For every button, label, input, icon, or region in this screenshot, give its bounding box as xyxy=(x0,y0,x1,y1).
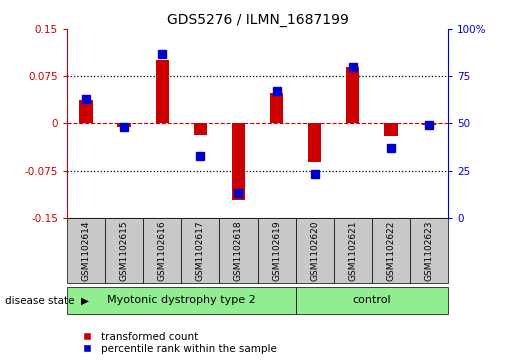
Bar xyxy=(194,123,207,135)
Text: GSM1102622: GSM1102622 xyxy=(386,220,396,281)
Text: Myotonic dystrophy type 2: Myotonic dystrophy type 2 xyxy=(107,295,255,305)
Bar xyxy=(219,218,258,283)
Bar xyxy=(232,123,245,200)
Bar xyxy=(156,61,169,123)
Bar xyxy=(143,218,181,283)
Bar xyxy=(372,218,410,283)
Text: GSM1102614: GSM1102614 xyxy=(81,220,91,281)
Bar xyxy=(384,123,398,136)
Text: GSM1102616: GSM1102616 xyxy=(158,220,167,281)
Bar xyxy=(67,218,105,283)
Bar xyxy=(181,218,219,283)
Text: GSM1102620: GSM1102620 xyxy=(310,220,319,281)
Text: GSM1102623: GSM1102623 xyxy=(424,220,434,281)
Text: GSM1102615: GSM1102615 xyxy=(119,220,129,281)
Bar xyxy=(296,287,448,314)
Text: GSM1102618: GSM1102618 xyxy=(234,220,243,281)
Bar xyxy=(296,218,334,283)
Bar xyxy=(258,218,296,283)
Title: GDS5276 / ILMN_1687199: GDS5276 / ILMN_1687199 xyxy=(166,13,349,26)
Legend: transformed count, percentile rank within the sample: transformed count, percentile rank withi… xyxy=(72,327,281,358)
Bar xyxy=(79,99,93,123)
Bar xyxy=(422,123,436,125)
Bar xyxy=(117,123,131,127)
Bar xyxy=(270,93,283,123)
Bar xyxy=(334,218,372,283)
Text: disease state  ▶: disease state ▶ xyxy=(5,295,89,305)
Bar xyxy=(346,67,359,123)
Text: GSM1102619: GSM1102619 xyxy=(272,220,281,281)
Bar xyxy=(308,123,321,162)
Bar xyxy=(67,287,296,314)
Text: GSM1102621: GSM1102621 xyxy=(348,220,357,281)
Text: GSM1102617: GSM1102617 xyxy=(196,220,205,281)
Text: control: control xyxy=(352,295,391,305)
Bar xyxy=(410,218,448,283)
Bar xyxy=(105,218,143,283)
